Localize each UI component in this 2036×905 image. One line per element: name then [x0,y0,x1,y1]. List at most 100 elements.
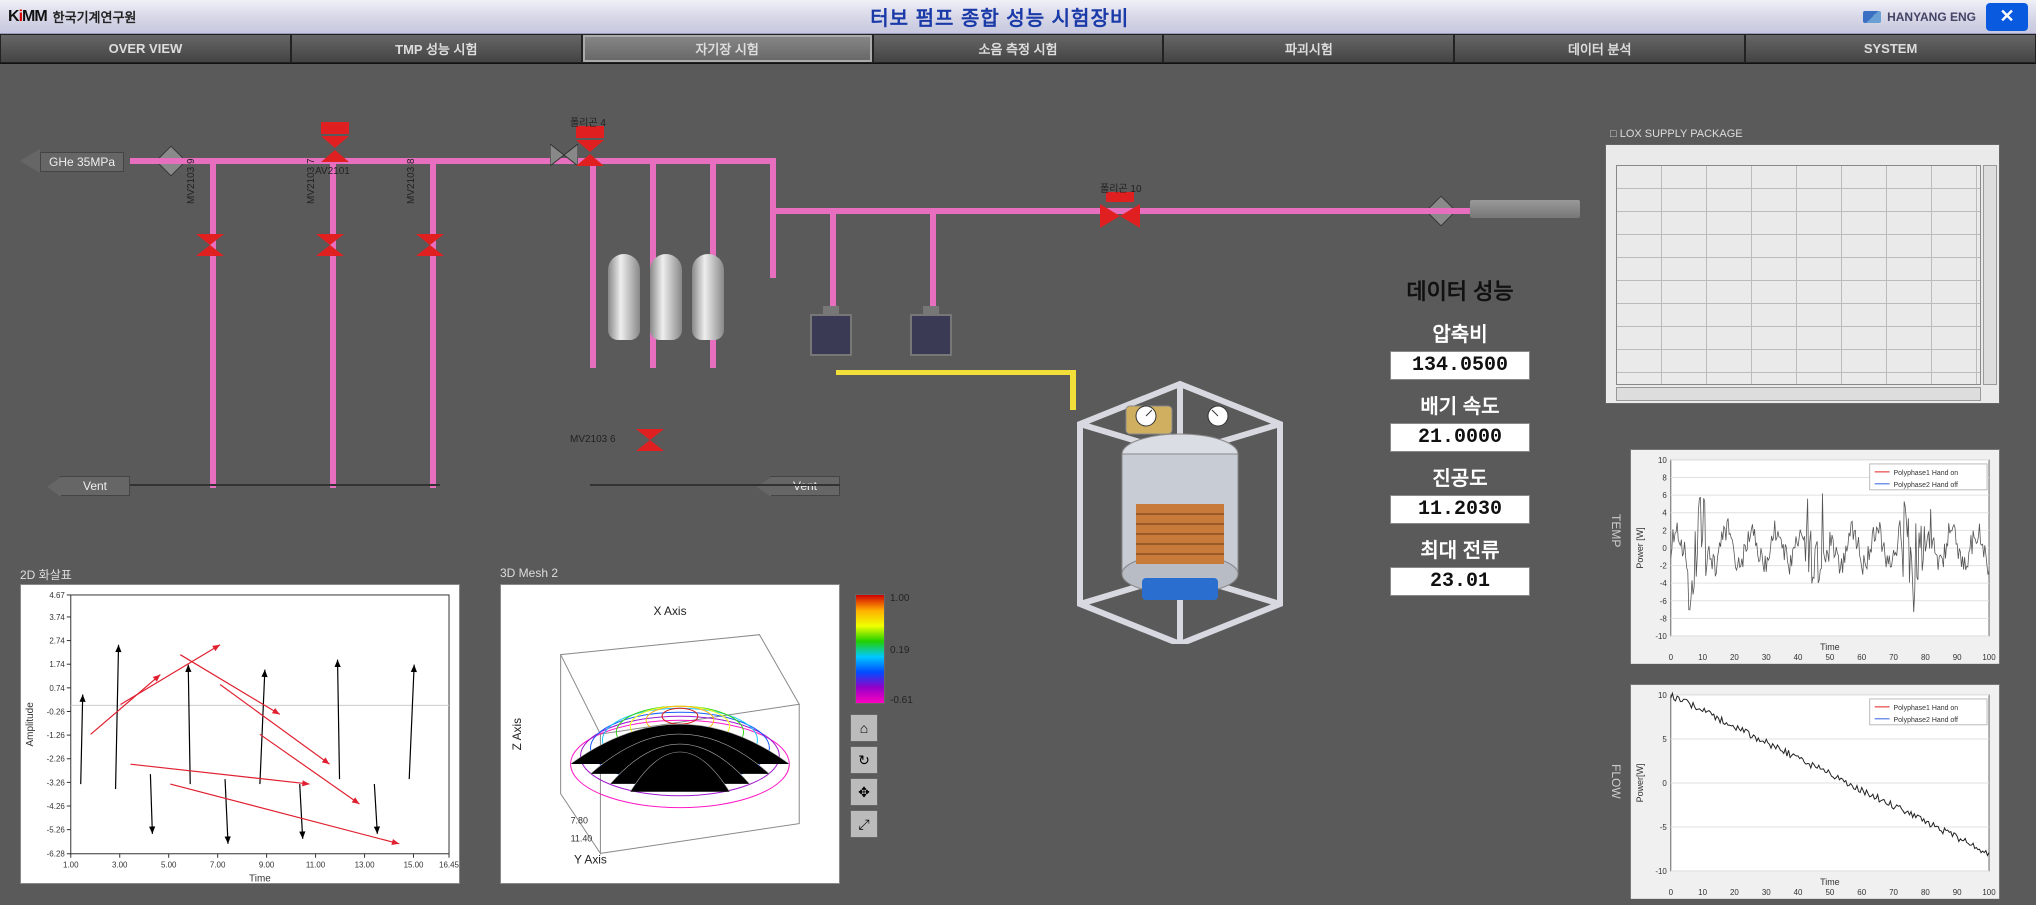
chart3d-zlabel: Z Axis [510,718,524,750]
source-arrow-icon [20,149,40,173]
pipe-v-drop1 [590,158,596,368]
svg-text:4.67: 4.67 [49,591,65,600]
svg-text:30: 30 [1762,888,1771,897]
tab-fracture[interactable]: 파괴시험 [1163,34,1454,63]
svg-text:2.74: 2.74 [49,637,65,646]
tab-overview[interactable]: OVER VIEW [0,34,291,63]
metric-label-vacuum: 진공도 [1360,462,1560,491]
svg-text:-5: -5 [1660,823,1668,832]
tab-label: 자기장 시험 [695,39,758,58]
valve-label-mv21038: MV2103 8 [406,158,417,204]
tab-magnet-test[interactable]: 자기장 시험 [582,34,873,63]
valve-mv21038[interactable] [416,234,444,256]
side-chart-temp[interactable]: -10-8-6-4-202468100102030405060708090100… [1630,449,2000,664]
header-right: HANYANG ENG ✕ [1863,3,2028,31]
tab-label: 파괴시험 [1285,39,1333,58]
chart2d-svg: 4.673.742.741.740.74-0.26-1.26-2.26-3.26… [21,585,459,884]
colorbar: 1.00 0.19 -0.61 [855,594,885,704]
svg-text:1.74: 1.74 [49,660,65,669]
vent-line-2 [590,484,840,486]
pump-3d-view [1050,344,1310,644]
metric-label-current: 최대 전류 [1360,534,1560,563]
svg-text:Polyphase2 Hand off: Polyphase2 Hand off [1894,717,1958,724]
tank-2 [650,254,682,340]
svg-text:50: 50 [1825,888,1834,897]
right-grid-table[interactable] [1605,144,2000,404]
valve-mv21037[interactable] [316,234,344,256]
svg-text:0.74: 0.74 [49,684,65,693]
svg-text:11.00: 11.00 [306,861,326,870]
svg-text:Polyphase1 Hand on: Polyphase1 Hand on [1894,470,1959,477]
vent-line [100,484,440,486]
source-label: GHe 35MPa [40,152,124,172]
chart3d-xlabel: X Axis [653,604,686,618]
rotate-icon[interactable]: ↻ [850,746,878,774]
svg-text:15.00: 15.00 [404,861,424,870]
svg-text:-0.26: -0.26 [47,707,66,716]
chart3d-ylabel: Y Axis [574,852,607,866]
right-grid-title: □ LOX SUPPLY PACKAGE [1610,128,1743,140]
svg-text:16.45: 16.45 [439,861,459,870]
main-canvas: GHe 35MPa Vent Vent AV2101 [0,64,2036,905]
pipe-elbow1 [770,158,776,214]
svg-text:0: 0 [1669,653,1674,662]
svg-text:100: 100 [1982,888,1996,897]
valve-mv21036[interactable] [636,429,664,451]
flow-svg: -10-505100102030405060708090100TimePower… [1631,685,1999,899]
data-performance-panel: 데이터 성능 압축비 134.0500 배기 속도 21.0000 진공도 11… [1360,274,1560,606]
valve-poly10[interactable] [1100,192,1140,228]
svg-text:0: 0 [1662,544,1667,553]
right-scrollbar-v[interactable] [1983,165,1997,385]
svg-text:70: 70 [1889,653,1898,662]
colorbar-tick-min: -0.61 [890,695,913,706]
nav-tabs: OVER VIEW TMP 성능 시험 자기장 시험 소음 측정 시험 파괴시험… [0,34,2036,64]
close-icon: ✕ [1999,6,2014,27]
svg-text:-5.26: -5.26 [47,826,66,835]
chart3d-caption: 3D Mesh 2 [500,566,558,580]
right-scrollbar-h[interactable] [1616,387,1981,401]
tank-1 [608,254,640,340]
close-button[interactable]: ✕ [1986,3,2028,31]
svg-text:60: 60 [1857,888,1866,897]
page-title: 터보 펌프 종합 성능 시험장비 [870,2,1129,31]
tab-system[interactable]: SYSTEM [1745,34,2036,63]
valve-poly4[interactable] [570,126,610,166]
side-chart-flow[interactable]: -10-505100102030405060708090100TimePower… [1630,684,2000,899]
valve-label-poly10: 폴리곤 10 [1100,180,1142,195]
valve-mv21039[interactable] [196,234,224,256]
svg-text:-2.26: -2.26 [47,755,66,764]
pan-icon[interactable]: ✥ [850,778,878,806]
svg-text:80: 80 [1921,653,1930,662]
svg-text:30: 30 [1762,653,1771,662]
valve-label-mv21036: MV2103 6 [570,434,616,445]
tab-tmp-perf[interactable]: TMP 성능 시험 [291,34,582,63]
svg-text:Polyphase2 Hand off: Polyphase2 Hand off [1894,482,1958,489]
svg-text:Time: Time [249,874,271,884]
svg-text:Time: Time [1820,642,1840,652]
svg-text:-1.26: -1.26 [47,731,66,740]
valve-av2101[interactable] [315,122,355,162]
svg-text:4: 4 [1662,509,1667,518]
svg-text:50: 50 [1825,653,1834,662]
valve-label-mv21037: MV2103 7 [306,158,317,204]
logo-subtitle: 한국기계연구원 [53,7,137,26]
tab-data-analysis[interactable]: 데이터 분석 [1454,34,1745,63]
chart-3d-mesh[interactable]: X Axis Z Axis Y Axis [500,584,840,884]
svg-text:11.40: 11.40 [571,833,593,843]
header-left: KiMM 한국기계연구원 [8,7,136,26]
chart-2d-vectors[interactable]: 4.673.742.741.740.74-0.26-1.26-2.26-3.26… [20,584,460,884]
temp-svg: -10-8-6-4-202468100102030405060708090100… [1631,450,1999,664]
logo-mm: MM [22,8,47,25]
metric-value-exhaust: 21.0000 [1390,423,1530,452]
svg-text:0: 0 [1662,779,1667,788]
right-grid-cells [1616,165,1981,385]
tab-noise[interactable]: 소음 측정 시험 [873,34,1164,63]
home-icon[interactable]: ⌂ [850,714,878,742]
metric-value-current: 23.01 [1390,567,1530,596]
svg-text:Polyphase1 Hand on: Polyphase1 Hand on [1894,705,1959,712]
svg-text:100: 100 [1982,653,1996,662]
valve-label-poly4: 폴리곤 4 [570,114,606,129]
svg-text:-8: -8 [1660,614,1668,623]
zoom-icon[interactable]: ⤢ [850,810,878,838]
svg-text:60: 60 [1857,653,1866,662]
